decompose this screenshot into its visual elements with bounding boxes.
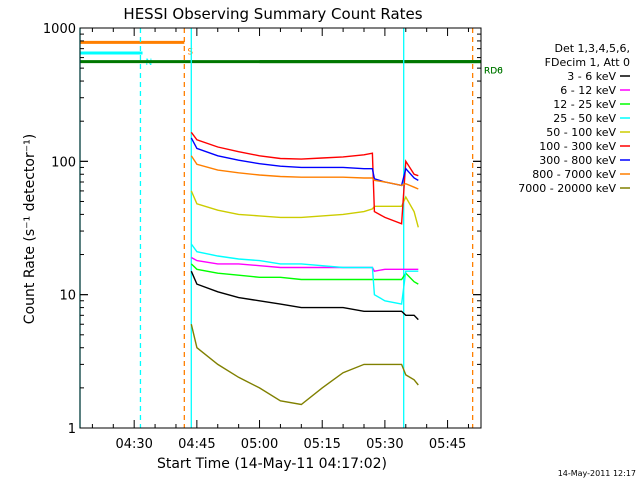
legend-label-8: 7000 - 20000 keV [518, 182, 616, 195]
legend-label-1: 6 - 12 keV [560, 84, 616, 97]
y-tick-label: 100 [51, 155, 76, 170]
legend-label-5: 100 - 300 keV [539, 140, 616, 153]
x-tick-label: 04:45 [178, 437, 215, 452]
legend-label-6: 300 - 800 keV [539, 154, 616, 167]
flag-label-2: RD6 [484, 67, 503, 77]
y-tick-label: 10 [59, 289, 76, 304]
legend-label-2: 12 - 25 keV [553, 98, 616, 111]
legend-label-7: 800 - 7000 keV [532, 168, 616, 181]
x-tick-label: 05:45 [429, 437, 466, 452]
legend-header-line: Det 1,3,4,5,6, [554, 42, 630, 55]
legend-header-line: FDecim 1, Att 0 [545, 56, 630, 69]
x-tick-label: 05:00 [241, 437, 278, 452]
x-axis-label: Start Time (14-May-11 04:17:02) [157, 456, 387, 472]
series-line-8 [190, 324, 419, 406]
series-line-5 [190, 131, 419, 225]
footer-timestamp: 14-May-2011 12:17 [558, 469, 636, 478]
legend-label-3: 25 - 50 keV [553, 112, 616, 125]
flag-label-3: RD0 [484, 67, 503, 77]
series-line-6 [190, 137, 419, 187]
legend-label-4: 50 - 100 keV [546, 126, 616, 139]
x-tick-label: 05:15 [303, 437, 340, 452]
series-line-7 [190, 155, 419, 190]
flag-bars: SNRD6RD0 [80, 40, 503, 77]
series-line-0 [190, 270, 419, 321]
flag-label-0: S [187, 47, 193, 57]
series-line-2 [190, 263, 419, 285]
x-tick-label: 05:30 [366, 437, 403, 452]
x-axis: 04:30 04:45 05:00 05:15 05:30 05:45 [91, 28, 469, 452]
y-axis-label: Count Rate (s⁻¹ detector⁻¹) [22, 134, 38, 324]
y-tick-label: 1 [68, 422, 76, 437]
series-lines [190, 131, 419, 406]
series-line-3 [190, 243, 419, 305]
x-tick-label: 04:30 [115, 437, 152, 452]
legend-label-0: 3 - 6 keV [567, 70, 616, 83]
y-tick-label: 1000 [43, 22, 76, 37]
y-axis: 1 10 100 1000 [43, 22, 481, 437]
legend: Det 1,3,4,5,6,FDecim 1, Att 03 - 6 keV6 … [518, 42, 630, 195]
chart-title: HESSI Observing Summary Count Rates [123, 5, 422, 23]
